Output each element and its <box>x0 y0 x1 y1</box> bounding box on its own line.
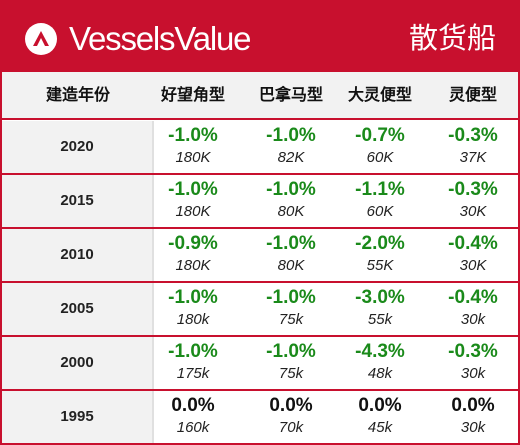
percent-change: -0.7% <box>355 125 405 146</box>
vessel-value: 180K <box>175 257 211 274</box>
percent-change: -1.0% <box>168 341 218 362</box>
vessel-value: 70k <box>278 419 304 436</box>
vessel-value: 60K <box>366 203 394 220</box>
capesize-value-cell: -1.0% 180k <box>147 283 239 335</box>
vesselsvalue-logo-icon <box>25 23 57 55</box>
vessel-value: 175k <box>176 365 210 382</box>
supramax-value-cell: -0.7% 60K <box>334 121 426 173</box>
vessel-value: 60K <box>366 149 394 166</box>
table-row: 2005 -1.0% 180k -1.0% 75k -3.0% 55k -0.4% 30k <box>2 283 518 337</box>
percent-change: -1.0% <box>168 125 218 146</box>
panamax-value-cell: -1.0% 82K <box>245 121 337 173</box>
handysize-value-cell: 0.0% 30k <box>427 391 519 443</box>
build-year-cell: 2005 <box>2 283 154 335</box>
vessel-value: 82K <box>277 149 305 166</box>
percent-change: 0.0% <box>269 395 313 416</box>
percent-change: 0.0% <box>451 395 495 416</box>
panamax-value-cell: -1.0% 75k <box>245 283 337 335</box>
column-header-handysize: 灵便型 <box>448 85 497 104</box>
brand-name: VesselsValue <box>69 20 251 57</box>
table-row: 2020 -1.0% 180K -1.0% 82K -0.7% 60K -0.3% 37K <box>2 121 518 175</box>
supramax-value-cell: -1.1% 60K <box>334 175 426 227</box>
vessel-value: 80K <box>277 203 305 220</box>
percent-change: -0.3% <box>448 341 498 362</box>
percent-change: -1.0% <box>266 125 316 146</box>
build-year-cell: 2000 <box>2 337 154 389</box>
vessel-value: 75k <box>278 365 304 382</box>
handysize-value-cell: -0.3% 37K <box>427 121 519 173</box>
capesize-value-cell: -1.0% 180K <box>147 175 239 227</box>
percent-change: -1.0% <box>266 287 316 308</box>
percent-change: -1.0% <box>168 287 218 308</box>
column-header-capesize: 好望角型 <box>160 85 225 104</box>
vessel-value: 180K <box>175 203 211 220</box>
table-row: 2015 -1.0% 180K -1.0% 80K -1.1% 60K -0.3% 30K <box>2 175 518 229</box>
vessel-value: 160k <box>176 419 210 436</box>
percent-change: -1.0% <box>266 179 316 200</box>
supramax-value-cell: -3.0% 55k <box>334 283 426 335</box>
percent-change: -4.3% <box>355 341 405 362</box>
vessel-value: 30k <box>460 311 486 328</box>
vessel-value: 55k <box>367 311 393 328</box>
percent-change: 0.0% <box>358 395 402 416</box>
table-row: 2000 -1.0% 175k -1.0% 75k -4.3% 48k -0.3% 30k <box>2 337 518 391</box>
capesize-value-cell: -1.0% 175k <box>147 337 239 389</box>
header-bar: VesselsValue 散货船 <box>2 2 518 72</box>
column-header-supramax: 大灵便型 <box>347 85 412 104</box>
handysize-value-cell: -0.4% 30K <box>427 229 519 281</box>
supramax-value-cell: -4.3% 48k <box>334 337 426 389</box>
percent-change: -2.0% <box>355 233 405 254</box>
vessel-value: 180k <box>176 311 210 328</box>
percent-change: -1.0% <box>266 341 316 362</box>
handysize-value-cell: -0.3% 30k <box>427 337 519 389</box>
vessel-value: 75k <box>278 311 304 328</box>
capesize-value-cell: -0.9% 180K <box>147 229 239 281</box>
vessel-value: 180K <box>175 149 211 166</box>
panamax-value-cell: -1.0% 80K <box>245 175 337 227</box>
capesize-value-cell: 0.0% 160k <box>147 391 239 443</box>
vessel-category-title: 散货船 <box>408 21 496 55</box>
supramax-value-cell: -2.0% 55K <box>334 229 426 281</box>
build-year-cell: 1995 <box>2 391 154 443</box>
percent-change: -1.0% <box>266 233 316 254</box>
build-year-cell: 2015 <box>2 175 154 227</box>
vessel-value: 48k <box>367 365 393 382</box>
vessel-value: 30k <box>460 419 486 436</box>
percent-change: -0.3% <box>448 125 498 146</box>
percent-change: -3.0% <box>355 287 405 308</box>
vessel-value: 45k <box>367 419 393 436</box>
vessel-value: 37K <box>459 149 487 166</box>
percent-change: -1.1% <box>355 179 405 200</box>
percent-change: -0.4% <box>448 233 498 254</box>
column-header-row: 建造年份 好望角型 巴拿马型 大灵便型 灵便型 <box>2 72 518 120</box>
percent-change: 0.0% <box>171 395 215 416</box>
vessel-value: 30K <box>459 203 487 220</box>
panamax-value-cell: 0.0% 70k <box>245 391 337 443</box>
vessel-value: 30K <box>459 257 487 274</box>
table-row: 2010 -0.9% 180K -1.0% 80K -2.0% 55K -0.4% 30K <box>2 229 518 283</box>
table-row: 1995 0.0% 160k 0.0% 70k 0.0% 45k 0.0% 30k <box>2 391 518 445</box>
handysize-value-cell: -0.4% 30k <box>427 283 519 335</box>
percent-change: -0.4% <box>448 287 498 308</box>
vessel-value: 30k <box>460 365 486 382</box>
supramax-value-cell: 0.0% 45k <box>334 391 426 443</box>
percent-change: -0.9% <box>168 233 218 254</box>
percent-change: -0.3% <box>448 179 498 200</box>
capesize-value-cell: -1.0% 180K <box>147 121 239 173</box>
column-header-year: 建造年份 <box>45 85 110 104</box>
percent-change: -1.0% <box>168 179 218 200</box>
build-year-cell: 2010 <box>2 229 154 281</box>
handysize-value-cell: -0.3% 30K <box>427 175 519 227</box>
vessel-value: 55K <box>366 257 394 274</box>
build-year-cell: 2020 <box>2 121 154 173</box>
column-header-panamax: 巴拿马型 <box>258 85 323 104</box>
panamax-value-cell: -1.0% 80K <box>245 229 337 281</box>
vessel-value: 80K <box>277 257 305 274</box>
panamax-value-cell: -1.0% 75k <box>245 337 337 389</box>
